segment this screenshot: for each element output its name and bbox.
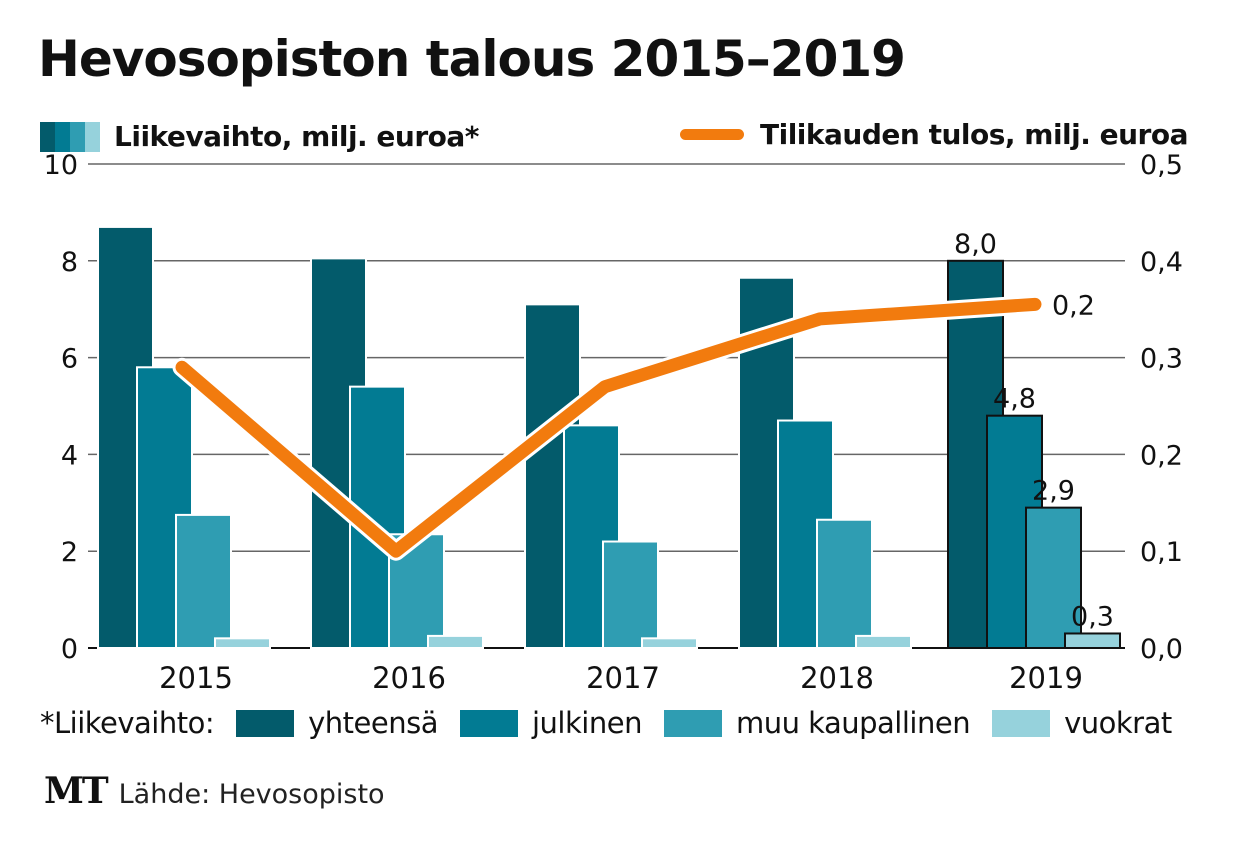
legend-item-yhteensa: yhteensä [236, 706, 438, 740]
right-tick-label: 0,5 [1140, 150, 1183, 181]
right-tick-label: 0,2 [1140, 440, 1183, 471]
data-label-2019-muu-kaupallinen: 2,9 [1032, 476, 1075, 507]
legend-swatch [663, 709, 722, 737]
legend-item-muu-kaupallinen: muu kaupallinen [663, 706, 971, 740]
x-tick-label: 2018 [800, 661, 874, 695]
line-legend: Tilikauden tulos, milj. euroa [680, 118, 1188, 151]
bar-muu-kaupallinen-2018 [816, 518, 873, 649]
right-tick-label: 0,3 [1140, 344, 1183, 375]
bar-vuokrat-2018 [855, 634, 912, 650]
bars-legend-swatch [40, 121, 100, 152]
line-legend-label: Tilikauden tulos, milj. euroa [760, 118, 1188, 151]
bar-vuokrat-2015 [214, 637, 271, 650]
x-tick-label: 2016 [372, 661, 446, 695]
swatch-julkinen [55, 121, 70, 152]
chart-title: Hevosopiston talous 2015–2019 [38, 30, 906, 88]
legend-label: julkinen [532, 706, 642, 740]
legend-swatch [236, 709, 295, 737]
x-tick-label: 2015 [159, 661, 233, 695]
data-label-2019-yhteensä: 8,0 [954, 229, 997, 260]
data-label-2019-vuokrat: 0,3 [1071, 601, 1114, 632]
data-labels: 8,0 4,8 2,9 0,3 0,2 [954, 229, 1114, 633]
left-tick-label: 2 [61, 537, 78, 568]
bars-legend: Liikevaihto, milj. euroa* [40, 120, 479, 153]
bar-vuokrat-2019 [1064, 632, 1121, 649]
mt-logo: MT [44, 770, 109, 812]
x-tick-label: 2017 [586, 661, 660, 695]
left-tick-label: 8 [61, 247, 78, 278]
left-tick-label: 4 [61, 440, 78, 471]
legend-item-vuokrat: vuokrat [992, 706, 1172, 740]
data-label-line-2019: 0,2 [1052, 290, 1095, 321]
x-axis-ticks: 2015 2016 2017 2018 2019 [159, 661, 1083, 695]
swatch-muu [70, 121, 85, 152]
source-text: Lähde: Hevosopisto [118, 779, 385, 810]
right-tick-label: 0,4 [1140, 247, 1183, 278]
legend-item-julkinen: julkinen [460, 706, 642, 740]
legend-swatch [992, 709, 1051, 737]
bar-muu-kaupallinen-2017 [602, 540, 659, 650]
left-axis-ticks: 0 2 4 6 8 10 [44, 150, 78, 665]
bar-vuokrat-2016 [427, 634, 484, 650]
bar-vuokrat-2017 [641, 637, 698, 650]
swatch-vuokrat [85, 121, 100, 152]
legend-swatch [460, 709, 518, 737]
legend-label: muu kaupallinen [735, 706, 971, 740]
bar-muu-kaupallinen-2019 [1025, 506, 1082, 650]
data-label-2019-julkinen: 4,8 [993, 384, 1036, 415]
bar-muu-kaupallinen-2015 [175, 513, 232, 650]
bars-legend-label: Liikevaihto, milj. euroa* [114, 120, 479, 153]
bars [97, 225, 1121, 650]
footer: MT Lähde: Hevosopisto [44, 770, 385, 812]
right-tick-label: 0,1 [1140, 537, 1183, 568]
line-legend-swatch [680, 129, 745, 140]
x-tick-label: 2019 [1009, 661, 1083, 695]
footnote-legend-prefix: *Liikevaihto: [40, 706, 215, 740]
right-axis-ticks: 0,0 0,1 0,2 0,3 0,4 0,5 [1140, 150, 1183, 665]
legend-label: vuokrat [1064, 706, 1172, 740]
left-tick-label: 6 [61, 344, 78, 375]
result-line [172, 294, 1045, 561]
left-tick-label: 10 [44, 150, 78, 181]
footnote-legend: *Liikevaihto: yhteensä julkinen muu kaup… [40, 706, 1172, 740]
right-tick-label: 0,0 [1140, 634, 1183, 665]
left-tick-label: 0 [61, 634, 78, 665]
swatch-yhteensa [40, 121, 55, 152]
legend-label: yhteensä [308, 706, 438, 740]
